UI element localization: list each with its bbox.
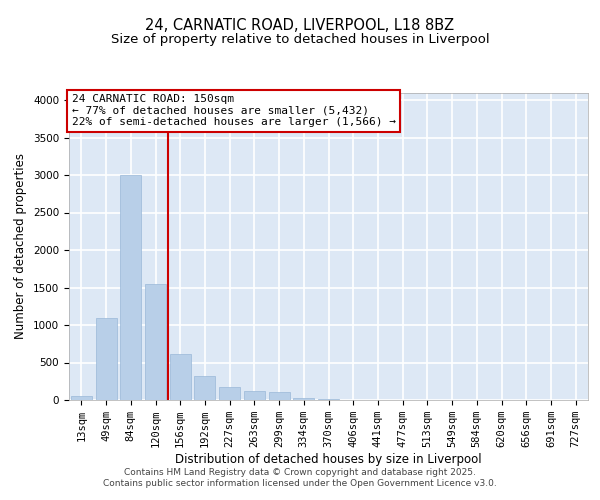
Bar [293,398,314,400]
Bar [120,175,141,400]
Text: 24, CARNATIC ROAD, LIVERPOOL, L18 8BZ: 24, CARNATIC ROAD, LIVERPOOL, L18 8BZ [145,18,455,32]
Bar [170,354,191,400]
Bar [244,392,265,400]
Bar [219,387,240,400]
X-axis label: Distribution of detached houses by size in Liverpool: Distribution of detached houses by size … [175,453,482,466]
Bar [71,396,92,400]
Bar [145,284,166,400]
Text: 24 CARNATIC ROAD: 150sqm
← 77% of detached houses are smaller (5,432)
22% of sem: 24 CARNATIC ROAD: 150sqm ← 77% of detach… [71,94,395,127]
Text: Contains HM Land Registry data © Crown copyright and database right 2025.
Contai: Contains HM Land Registry data © Crown c… [103,468,497,487]
Text: Size of property relative to detached houses in Liverpool: Size of property relative to detached ho… [110,32,490,46]
Bar [194,376,215,400]
Bar [318,399,339,400]
Bar [95,318,116,400]
Bar [269,392,290,400]
Y-axis label: Number of detached properties: Number of detached properties [14,153,28,339]
